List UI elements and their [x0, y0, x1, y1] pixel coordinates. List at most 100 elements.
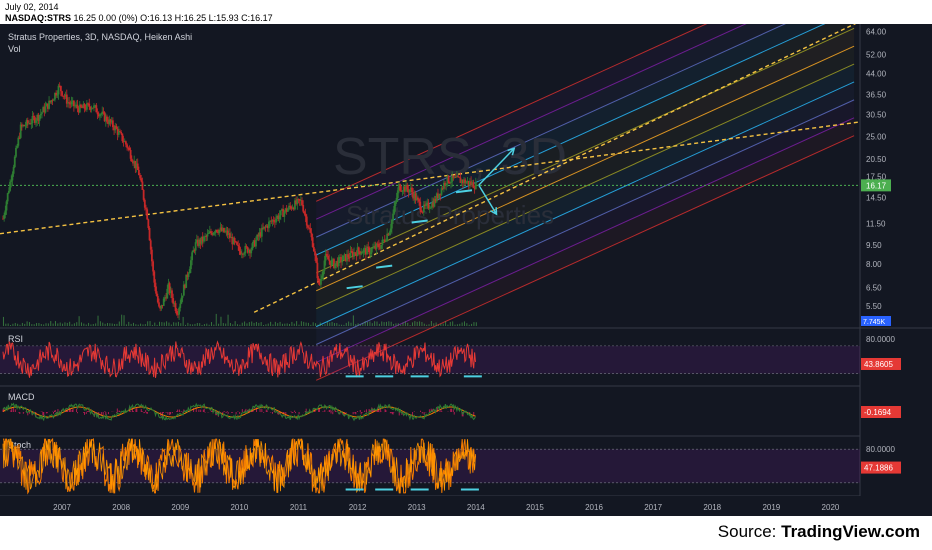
- candle-body: [419, 201, 422, 211]
- candle-body: [169, 290, 172, 294]
- candle-body: [220, 227, 223, 232]
- candle-body: [91, 107, 94, 109]
- candle-body: [38, 115, 41, 121]
- pitchfork-band: [316, 28, 855, 291]
- candle-body: [149, 240, 152, 250]
- candle-body: [233, 238, 236, 242]
- volume-bar: [426, 324, 428, 326]
- volume-bar: [404, 321, 406, 326]
- watermark-sub: Stratus Properties: [346, 200, 554, 230]
- candle-body: [218, 229, 221, 234]
- candle-body: [121, 133, 124, 142]
- candle-body: [162, 298, 165, 306]
- candle-body: [251, 243, 254, 250]
- candle-body: [213, 232, 216, 234]
- candle-body: [406, 184, 409, 190]
- rsi-pane: RSI 80.0000 43.8605: [0, 334, 901, 387]
- candle-body: [421, 212, 424, 213]
- candle-body: [392, 213, 394, 220]
- candle-body: [101, 111, 104, 115]
- volume-bar: [199, 323, 201, 326]
- candle-body: [67, 102, 69, 104]
- candle-body: [15, 147, 17, 157]
- candle-body: [428, 208, 431, 210]
- year-tick-label: 2011: [290, 503, 308, 512]
- candle-body: [26, 120, 29, 124]
- candle-body: [310, 232, 313, 238]
- volume-bar: [7, 323, 9, 326]
- volume-bar: [350, 322, 352, 326]
- year-tick-label: 2009: [171, 503, 189, 512]
- candle-body: [43, 107, 46, 113]
- candle-body: [46, 103, 49, 109]
- candle-body: [119, 131, 121, 132]
- candle-body: [276, 215, 279, 219]
- candle-body: [288, 205, 290, 210]
- candle-body: [360, 253, 363, 255]
- volume-bar: [336, 323, 338, 326]
- volume-bar: [364, 321, 366, 326]
- volume-bar: [402, 322, 404, 326]
- candle-body: [191, 252, 193, 261]
- volume-bar: [251, 321, 253, 326]
- candle-body: [239, 251, 242, 255]
- candle-body: [111, 120, 114, 128]
- candle-body: [354, 252, 357, 254]
- pitchfork-band: [316, 81, 855, 345]
- volume-bar: [428, 324, 430, 326]
- volume-bar: [400, 324, 402, 326]
- candle-body: [342, 255, 345, 260]
- volume-bar: [315, 323, 317, 326]
- candle-body: [148, 227, 151, 241]
- candle-body: [321, 275, 324, 279]
- rsi-value-label: 43.8605: [864, 360, 893, 369]
- volume-bar: [326, 321, 328, 326]
- candle-body: [361, 252, 364, 254]
- candle-body: [283, 211, 286, 217]
- candle-body: [11, 173, 14, 181]
- volume-bar: [78, 316, 80, 326]
- candle-body: [126, 144, 128, 148]
- pitchfork-line: [316, 24, 708, 202]
- candle-body: [244, 246, 247, 254]
- candle-body: [412, 192, 415, 199]
- year-tick-label: 2016: [585, 503, 603, 512]
- header-ticker: NASDAQ:STRS: [5, 13, 72, 23]
- candle-body: [295, 200, 298, 205]
- volume-bar: [196, 322, 198, 326]
- candle-body: [88, 103, 91, 107]
- candle-body: [178, 307, 180, 315]
- candle-body: [7, 190, 10, 194]
- candle-body: [96, 112, 99, 115]
- candle-body: [418, 199, 420, 202]
- volume-bar: [229, 322, 231, 326]
- candle-body: [192, 250, 195, 253]
- candle-body: [242, 253, 244, 255]
- volume-bar: [206, 323, 208, 326]
- volume-bar: [255, 321, 257, 326]
- candle-body: [140, 178, 143, 182]
- candle-body: [467, 180, 470, 185]
- price-tick-label: 8.00: [866, 260, 882, 269]
- candle-body: [114, 125, 117, 131]
- candle-body: [474, 182, 477, 190]
- candle-body: [152, 261, 154, 272]
- candle-body: [250, 249, 253, 254]
- volume-bar: [106, 323, 108, 326]
- price-tick-label: 30.50: [866, 110, 887, 119]
- volume-bar: [5, 323, 7, 326]
- candle-body: [473, 187, 476, 190]
- volume-bar: [416, 321, 418, 326]
- volume-bar: [95, 323, 97, 326]
- candle-body: [115, 125, 118, 129]
- candle-body: [464, 179, 467, 184]
- candle-body: [437, 193, 439, 199]
- volume-bar: [144, 324, 146, 326]
- candle-body: [320, 278, 322, 285]
- candle-body: [357, 247, 360, 252]
- volume-bar: [185, 324, 187, 326]
- candle-body: [236, 242, 238, 245]
- volume-bar: [50, 321, 52, 326]
- candle-body: [298, 199, 301, 201]
- volume-bar: [395, 323, 397, 326]
